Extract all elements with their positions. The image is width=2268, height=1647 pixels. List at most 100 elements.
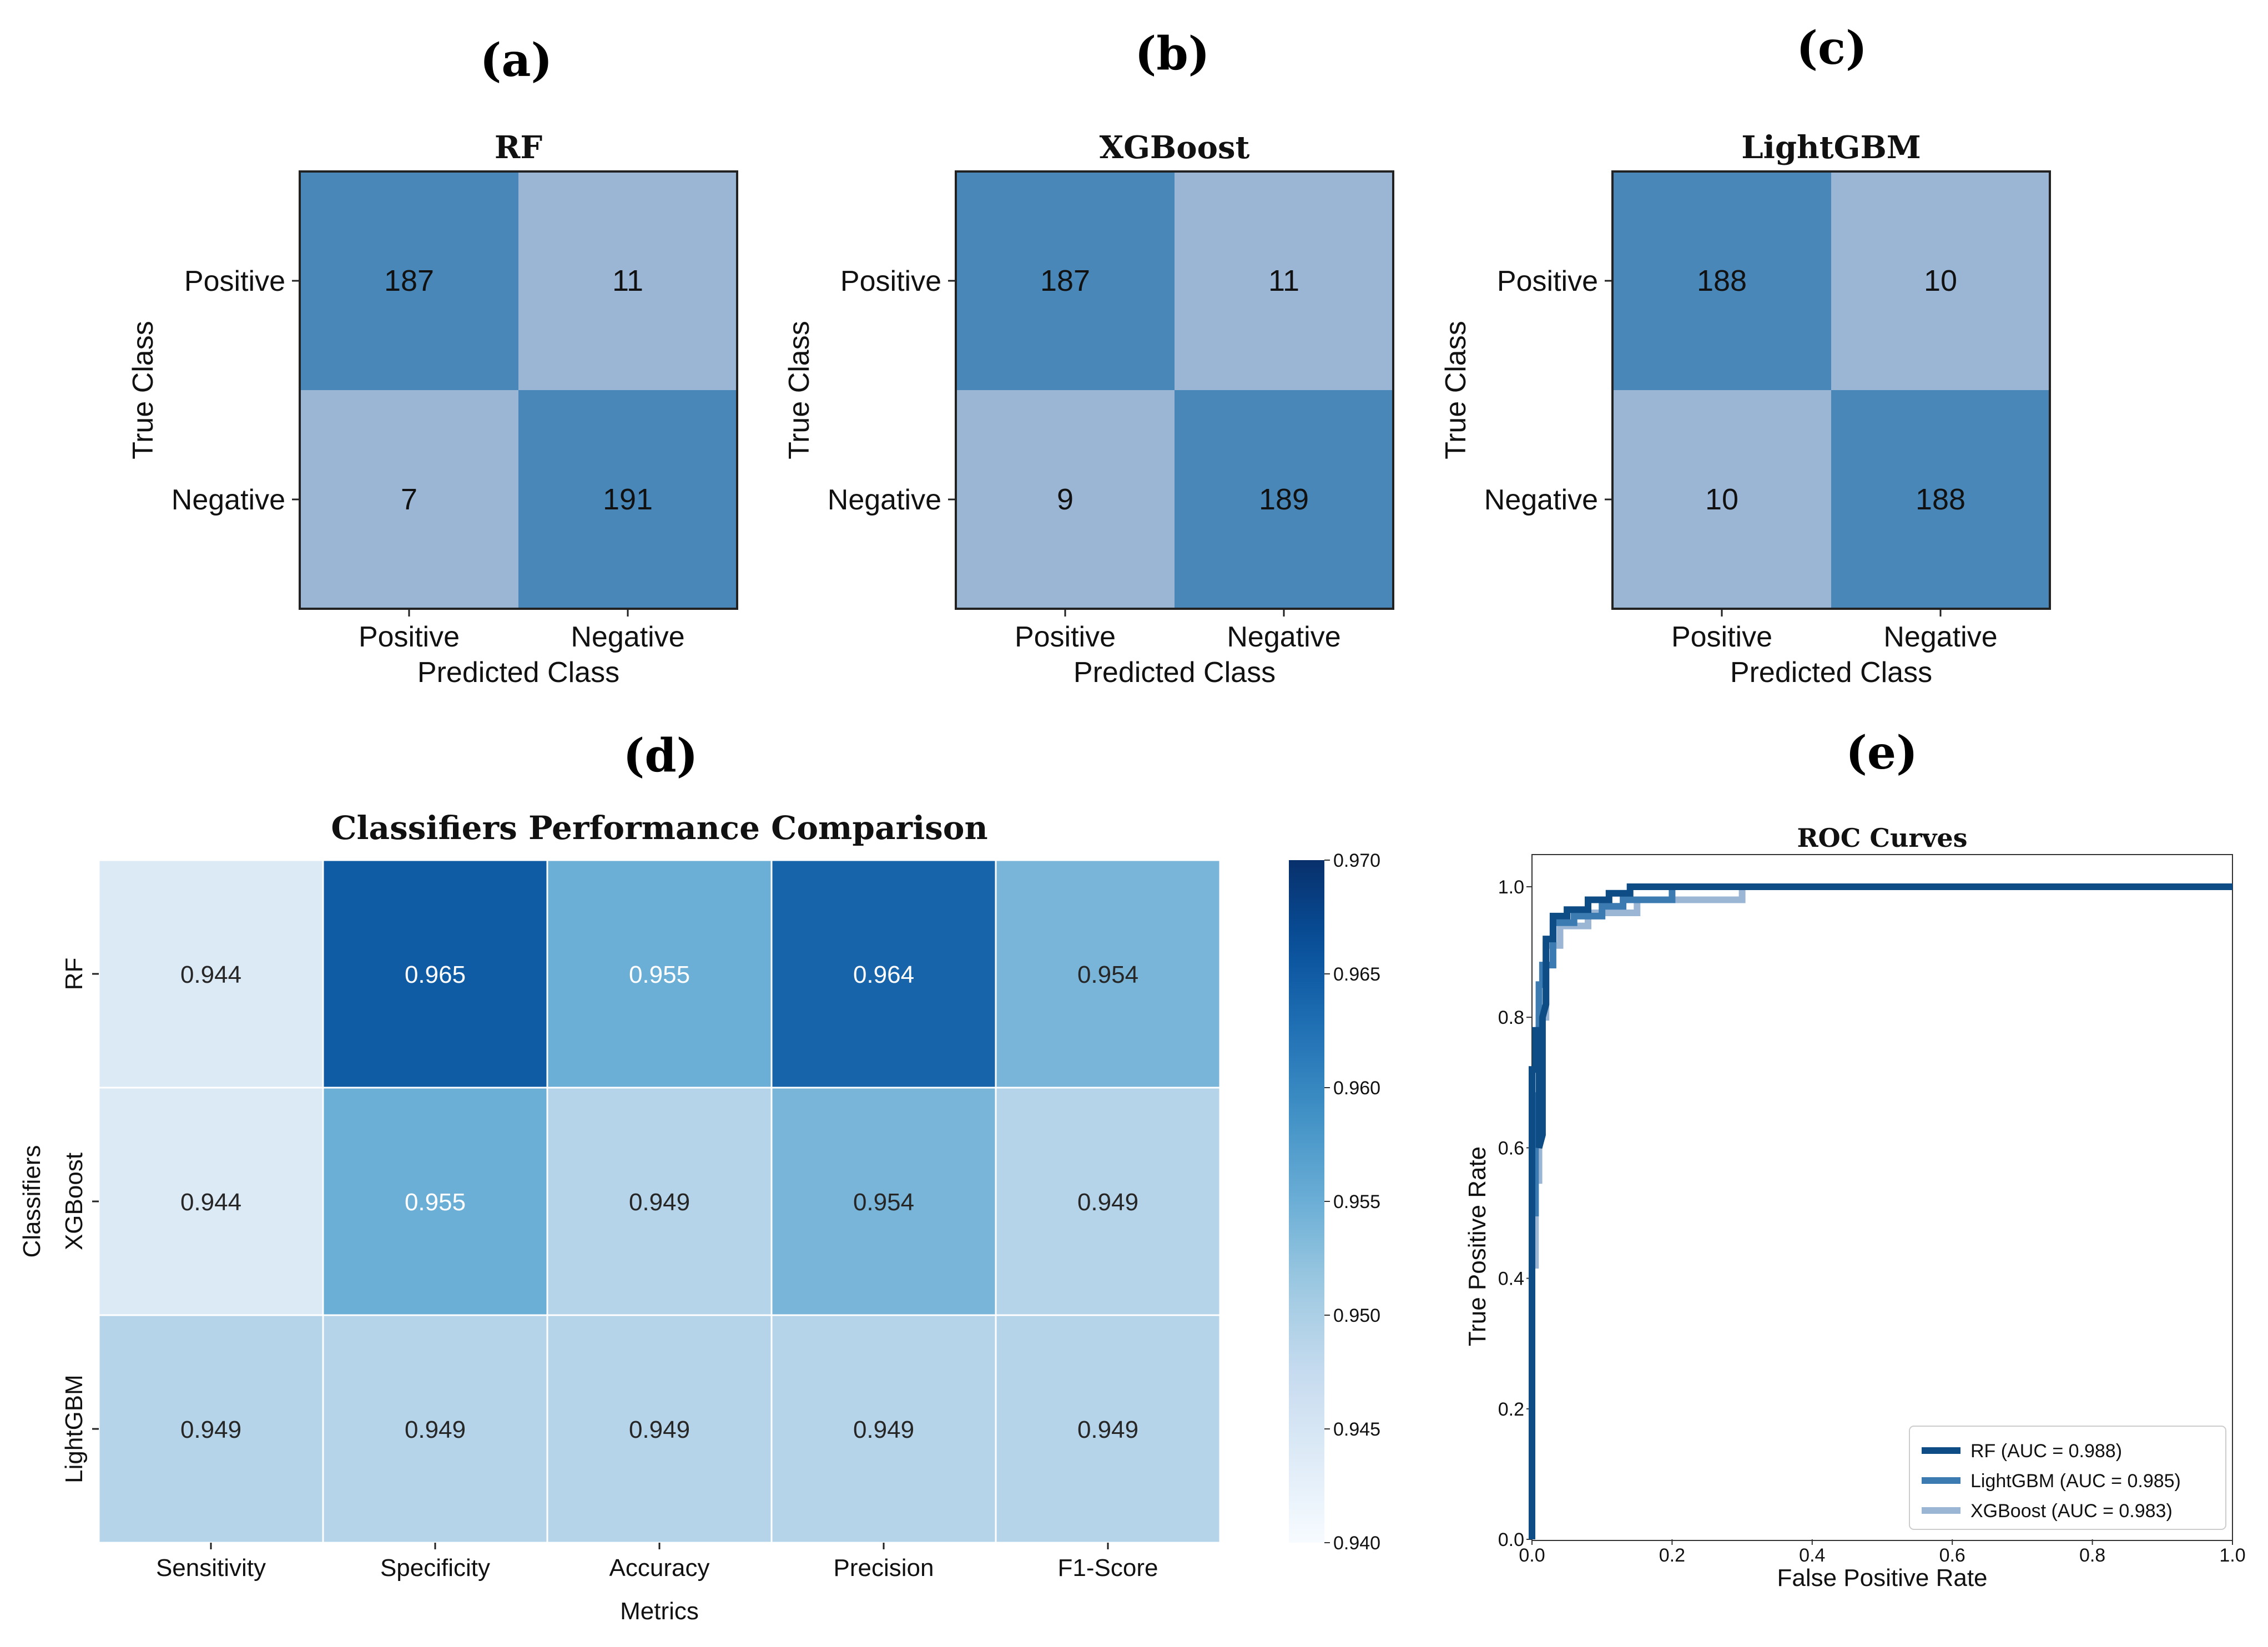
cm-rf-value-0-0: 187: [384, 264, 434, 297]
cm-lightgbm-xlabel: Predicted Class: [1730, 656, 1932, 689]
cm-lightgbm-title: LightGBM: [1741, 129, 1921, 166]
roc-ytick-label-2: 0.4: [1498, 1269, 1524, 1290]
cm-rf-cell-0-1: [518, 171, 737, 390]
perf-xtick-label-1: Specificity: [380, 1554, 490, 1582]
perf-cell-0-1: [322, 859, 548, 1089]
confusion-matrix-rf: 187 11 7 191 RF Positive Negative Positive Negat…: [127, 129, 738, 689]
perf-cell-1-1: [322, 1087, 548, 1316]
roc-legend-label-1: LightGBM (AUC = 0.985): [1970, 1471, 2181, 1492]
cm-rf-title: RF: [495, 129, 543, 166]
roc-title: ROC Curves: [1797, 823, 1967, 853]
panel-label-e: (e): [1846, 726, 1918, 780]
perf-value-0-0: 0.944: [180, 961, 241, 988]
cm-rf-frame: [299, 170, 738, 610]
roc-xlabel: False Positive Rate: [1777, 1564, 1987, 1592]
roc-xtick-label-1: 0.2: [1659, 1545, 1685, 1566]
perf-value-0-4: 0.954: [1077, 961, 1138, 988]
cm-lightgbm-cell-0-0: [1612, 171, 1831, 390]
cm-lightgbm-value-0-0: 188: [1697, 264, 1747, 297]
roc-xtick-label-2: 0.4: [1799, 1545, 1825, 1566]
perf-cell-2-0: [98, 1314, 324, 1544]
cm-lightgbm-value-1-0: 10: [1705, 483, 1738, 516]
roc-legend-label-0: RF (AUC = 0.988): [1970, 1441, 2122, 1462]
roc-ytick-label-3: 0.6: [1498, 1138, 1524, 1159]
cm-xgboost-value-0-0: 187: [1040, 264, 1090, 297]
colorbar-tick-label-3: 0.955: [1333, 1191, 1380, 1212]
perf-cell-1-3: [770, 1087, 997, 1316]
perf-ytick-label-0: RF: [61, 958, 88, 991]
cm-xgboost-value-0-1: 11: [1268, 264, 1299, 297]
performance-heatmap: 0.944 0.965 0.955 0.964 0.954 0.944 0.955 0.949…: [18, 809, 1380, 1625]
roc-series-0: [1529, 883, 2232, 1539]
cm-lightgbm-value-0-1: 10: [1924, 264, 1957, 297]
perf-ytick-label-2: LightGBM: [61, 1375, 88, 1483]
cm-rf-xtick-label-0: Positive: [359, 621, 460, 653]
perf-cell-2-1: [322, 1314, 548, 1544]
cm-rf-cell-1-1: [518, 390, 737, 609]
cm-xgboost-ylabel: True Class: [783, 321, 815, 459]
perf-value-1-3: 0.954: [853, 1189, 914, 1216]
colorbar-tick-label-2: 0.950: [1333, 1305, 1380, 1326]
cm-rf-value-1-0: 7: [401, 483, 417, 516]
perf-cell-1-2: [546, 1087, 773, 1316]
perf-ytick-label-1: XGBoost: [61, 1153, 88, 1250]
roc-xtick-label-0: 0.0: [1519, 1545, 1545, 1566]
perf-value-2-1: 0.949: [405, 1416, 466, 1443]
perf-value-1-0: 0.944: [180, 1189, 241, 1216]
cm-rf-value-0-1: 11: [612, 264, 643, 297]
colorbar-tick-label-6: 0.970: [1333, 850, 1380, 871]
perf-value-1-4: 0.949: [1077, 1189, 1138, 1216]
perf-cell-2-3: [770, 1314, 997, 1544]
panel-label-b: (b): [1135, 27, 1210, 80]
cm-xgboost-cell-1-0: [956, 390, 1175, 609]
panel-label-d: (d): [623, 729, 698, 782]
cm-rf-cell-1-0: [300, 390, 518, 609]
cm-lightgbm-ytick-label-0: Positive: [1497, 265, 1598, 297]
perf-xtick-label-2: Accuracy: [609, 1554, 710, 1582]
cm-xgboost-cell-1-1: [1175, 390, 1393, 609]
cm-xgboost-ytick-label-0: Positive: [840, 265, 941, 297]
roc-ytick-label-5: 1.0: [1498, 877, 1524, 898]
cm-lightgbm-xtick-label-1: Negative: [1883, 621, 1997, 653]
perf-value-0-2: 0.955: [629, 961, 690, 988]
roc-ytick-label-0: 0.0: [1498, 1529, 1524, 1550]
colorbar-tick-label-5: 0.965: [1333, 964, 1380, 985]
cm-rf-value-1-1: 191: [603, 483, 653, 516]
perf-value-1-1: 0.955: [405, 1189, 466, 1216]
cm-rf-xlabel: Predicted Class: [417, 656, 619, 689]
colorbar-tick-label-4: 0.960: [1333, 1078, 1380, 1099]
cm-lightgbm-ylabel: True Class: [1440, 321, 1472, 459]
perf-xtick-label-3: Precision: [834, 1554, 934, 1582]
perf-value-0-1: 0.965: [405, 961, 466, 988]
perf-value-2-2: 0.949: [629, 1416, 690, 1443]
cm-lightgbm-xtick-label-0: Positive: [1671, 621, 1772, 653]
cm-lightgbm-cell-1-0: [1612, 390, 1831, 609]
perf-cell-0-2: [546, 859, 773, 1089]
confusion-matrix-lightgbm: 188 10 10 188 LightGBM Positive Negative Positi…: [1440, 129, 2051, 689]
perf-value-2-4: 0.949: [1077, 1416, 1138, 1443]
roc-xtick-label-5: 1.0: [2219, 1545, 2245, 1566]
perf-cell-2-4: [995, 1314, 1221, 1544]
cm-xgboost-frame: [955, 170, 1394, 610]
panel-label-c: (c): [1796, 22, 1867, 75]
perf-value-2-3: 0.949: [853, 1416, 914, 1443]
perf-ylabel: Classifiers: [18, 1145, 46, 1258]
colorbar: [1289, 860, 1324, 1543]
cm-rf-cell-0-0: [300, 171, 518, 390]
roc-ytick-label-4: 0.8: [1498, 1007, 1524, 1028]
perf-cell-0-3: [770, 859, 997, 1089]
roc-chart: ROC Curves 0.0 0.2 0.4 0.6 0.8 1.0 0.0 0.2 0.4 0.6…: [1464, 823, 2246, 1592]
colorbar-tick-label-1: 0.945: [1333, 1419, 1380, 1440]
cm-rf-ytick-label-0: Positive: [184, 265, 285, 297]
perf-value-2-0: 0.949: [180, 1416, 241, 1443]
cm-lightgbm-frame: [1611, 170, 2051, 610]
panel-label-a: (a): [480, 34, 553, 87]
confusion-matrix-xgboost: 187 11 9 189 XGBoost Positive Negative Positive…: [783, 129, 1394, 689]
cm-xgboost-ytick-label-1: Negative: [828, 484, 941, 516]
roc-xtick-label-4: 0.8: [2079, 1545, 2105, 1566]
roc-ylabel: True Positive Rate: [1464, 1146, 1491, 1346]
cm-xgboost-value-1-0: 9: [1057, 483, 1073, 516]
roc-legend-label-2: XGBoost (AUC = 0.983): [1970, 1501, 2173, 1522]
cm-rf-ylabel: True Class: [127, 321, 159, 459]
cm-xgboost-xtick-label-1: Negative: [1227, 621, 1340, 653]
